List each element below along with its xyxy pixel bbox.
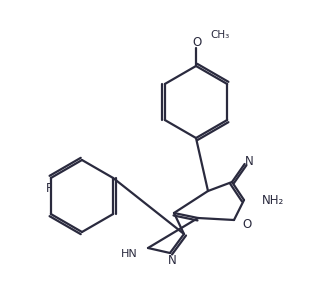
Text: F: F xyxy=(46,181,52,194)
Text: N: N xyxy=(168,255,176,268)
Text: O: O xyxy=(192,36,202,49)
Text: O: O xyxy=(242,218,251,231)
Text: N: N xyxy=(245,155,254,168)
Text: HN: HN xyxy=(121,249,138,259)
Text: CH₃: CH₃ xyxy=(210,30,229,40)
Text: NH₂: NH₂ xyxy=(262,194,284,207)
